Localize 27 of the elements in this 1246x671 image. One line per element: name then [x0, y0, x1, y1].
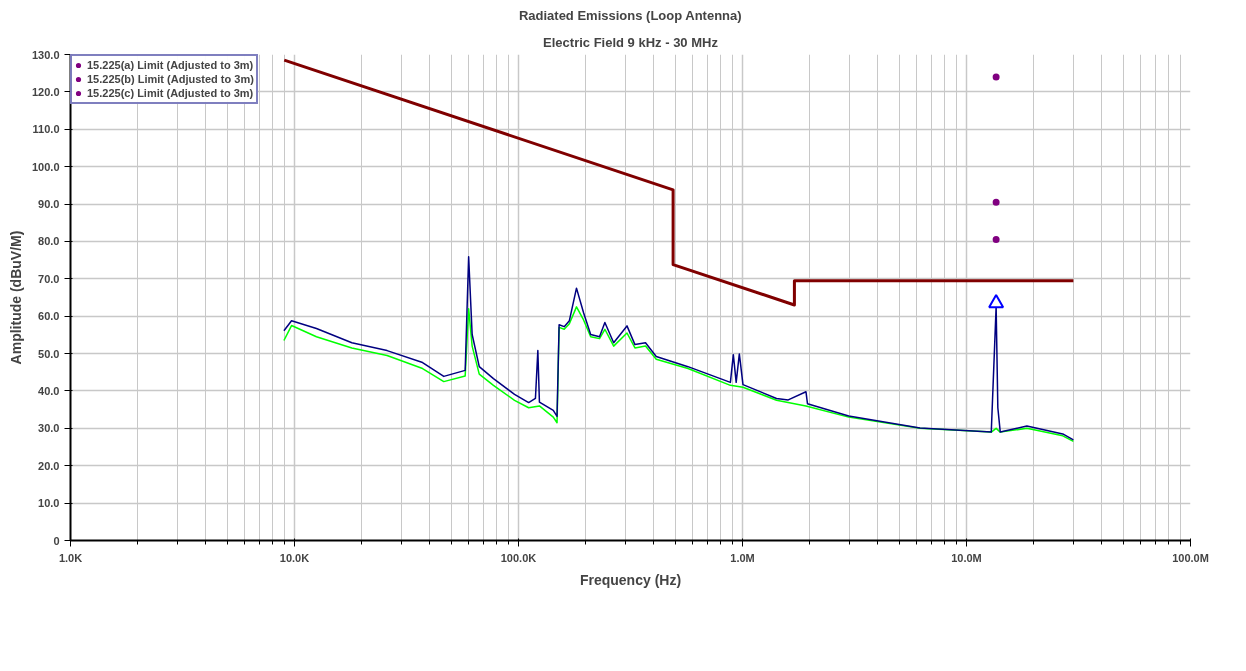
y-tick-label: 60.0 [38, 310, 60, 323]
x-tick-label: 100.0M [1172, 551, 1209, 564]
y-tick-label: 80.0 [38, 235, 60, 248]
x-tick-label: 10.0M [951, 551, 982, 564]
y-tick-label: 40.0 [38, 384, 60, 397]
x-tick-label: 10.0K [279, 551, 310, 564]
y-tick-label: 110.0 [32, 123, 60, 136]
y-tick-label: 130.0 [31, 48, 60, 61]
y-tick-label: 20.0 [38, 459, 60, 472]
y-tick-label: 100.0 [31, 160, 60, 173]
chart-subtitle: Electric Field 9 kHz - 30 MHz [543, 34, 719, 50]
legend-label: 15.225(a) Limit (Adjusted to 3m) [87, 58, 254, 72]
x-tick-label: 1.0M [730, 551, 755, 564]
y-tick-label: 120.0 [31, 85, 60, 98]
x-tick-label: 100.0K [500, 551, 537, 564]
y-tick-label: 0 [53, 534, 60, 547]
legend-label: 15.225(c) Limit (Adjusted to 3m) [87, 86, 254, 100]
y-tick-label: 50.0 [38, 347, 60, 360]
y-tick-label: 30.0 [38, 422, 60, 435]
legend-label: 15.225(b) Limit (Adjusted to 3m) [87, 72, 254, 86]
y-tick-label: 90.0 [38, 198, 60, 211]
chart-title: Radiated Emissions (Loop Antenna) [518, 7, 742, 23]
x-axis-title: Frequency (Hz) [579, 571, 682, 588]
y-axis-title: Amplitude (dBuV/M) [7, 230, 24, 365]
y-tick-label: 10.0 [38, 497, 60, 510]
y-tick-label: 70.0 [38, 272, 60, 285]
x-tick-label: 1.0K [58, 551, 83, 564]
